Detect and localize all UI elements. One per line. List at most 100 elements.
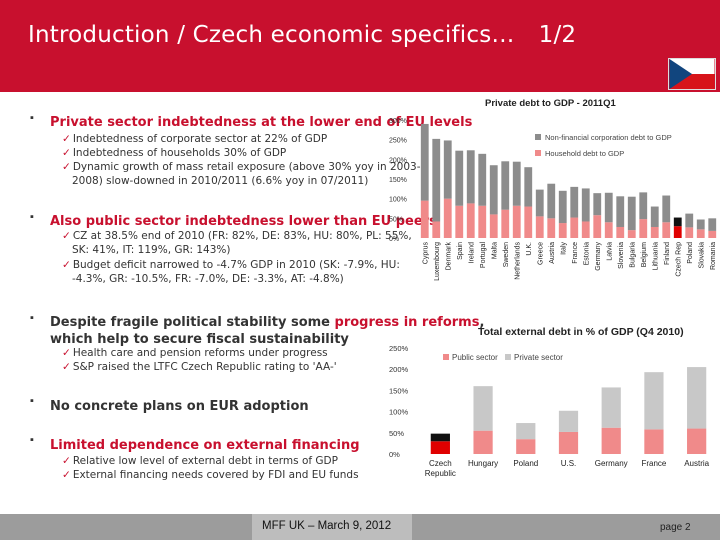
bar-household: [604, 222, 613, 238]
bar-public: [687, 428, 707, 454]
checkmark-icon: ✓: [62, 147, 71, 159]
bar-corporate: [432, 138, 441, 222]
x-tick-label: Ireland: [468, 242, 475, 264]
bar-household: [512, 205, 521, 238]
bar-household: [443, 198, 452, 238]
y-tick-label: 100%: [389, 408, 409, 417]
checkmark-icon: ✓: [62, 469, 71, 481]
y-tick-label: 150%: [389, 177, 407, 184]
bar-corporate: [708, 218, 717, 231]
x-tick-label: Slovenia: [618, 242, 625, 269]
x-tick-label: Germany: [595, 242, 602, 271]
x-tick-label: Hungary: [468, 459, 498, 468]
x-tick-label: Cyprus: [422, 242, 429, 265]
bar-household: [535, 216, 544, 238]
sub-item: ✓ Budget deficit narrowed to -4.7% GDP in…: [62, 259, 400, 271]
x-tick-label: Italy: [560, 242, 567, 255]
bullet-public-sector: Also public sector indebtedness lower th…: [50, 214, 437, 229]
bullet-marker: ▪: [30, 395, 34, 407]
footer-date: MFF UK – March 9, 2012: [262, 520, 392, 532]
bar-corporate: [593, 193, 602, 216]
bar-corporate: [501, 161, 510, 210]
x-tick-label: Poland: [687, 242, 694, 264]
bar-household: [581, 221, 590, 238]
bar-private: [430, 433, 450, 442]
bar-corporate: [478, 153, 487, 206]
x-tick-label: Bulgaria: [629, 242, 636, 268]
bullet-marker: ▪: [30, 312, 34, 324]
bar-private: [687, 367, 707, 429]
y-tick-label: 100%: [389, 197, 407, 204]
private-debt-chart: 0% 50% 100% 150% 200% 250% 300% Non-financial c…: [389, 118, 717, 281]
bar-corporate: [443, 140, 452, 199]
bar-corporate: [673, 217, 682, 227]
bar-private: [644, 372, 664, 430]
bar-household: [558, 223, 567, 238]
bar-household: [593, 215, 602, 238]
page-number: page 2: [660, 522, 691, 533]
checkmark-icon: ✓: [62, 455, 71, 467]
x-tick-label: U.S.: [561, 459, 577, 468]
legend-label: Public sector: [452, 353, 498, 362]
sub-item: ✓ Dynamic growth of mass retail exposure …: [62, 161, 421, 173]
x-tick-label: France: [641, 459, 666, 468]
bar-corporate: [455, 150, 464, 206]
chart-title-external-debt: Total external debt in % of GDP (Q4 2010…: [478, 326, 684, 338]
bar-household: [466, 203, 475, 238]
bar-corporate: [685, 213, 694, 228]
x-tick-label: Latvia: [606, 242, 613, 261]
bullet-reforms-line2: which help to secure fiscal sustainabili…: [50, 332, 349, 347]
y-tick-label: 200%: [389, 157, 407, 164]
bar-corporate: [639, 192, 648, 220]
sub-item: ✓ Relative low level of external debt in …: [62, 455, 338, 467]
x-tick-label: Slovakia: [698, 242, 705, 269]
bar-corporate: [535, 189, 544, 217]
x-tick-label: Sweden: [503, 242, 510, 267]
checkmark-icon: ✓: [62, 361, 71, 373]
x-tick-label: Luxembourg: [434, 242, 441, 281]
checkmark-icon: ✓: [62, 347, 71, 359]
legend-swatch: [535, 150, 541, 156]
sub-item: ✓ Indebtedness of corporate sector at 22%…: [62, 133, 328, 145]
bar-corporate: [547, 183, 556, 219]
bar-household: [432, 221, 441, 238]
bar-household: [673, 226, 682, 238]
bar-public: [558, 431, 579, 454]
bar-public: [430, 441, 450, 454]
x-tick-label: Estonia: [583, 242, 590, 265]
sub-item-continuation: -4.3%, GR: -10.5%, FR: -7.0%, DE: -3.3%,…: [72, 273, 344, 285]
bar-public: [601, 427, 621, 454]
bar-corporate: [616, 196, 625, 227]
bar-public: [473, 430, 493, 454]
bar-household: [627, 230, 636, 238]
legend-label: Private sector: [514, 353, 563, 362]
page-title: Introduction / Czech economic specifics……: [28, 22, 576, 48]
bullet-private-sector: Private sector indebtedness at the lower…: [50, 115, 473, 130]
bar-household: [696, 229, 705, 238]
bar-corporate: [650, 206, 659, 227]
page-title-text: Introduction / Czech economic specifics…: [28, 22, 515, 48]
x-tick-label: Lithuania: [652, 242, 659, 271]
x-tick-label: Belgium: [641, 242, 648, 267]
x-tick-label: Republic: [425, 469, 456, 478]
legend-swatch: [443, 354, 449, 360]
bar-private: [558, 410, 579, 432]
y-tick-label: 300%: [389, 118, 407, 125]
checkmark-icon: ✓: [62, 259, 71, 271]
sub-item: ✓ CZ at 38.5% end of 2010 (FR: 82%, DE: 8…: [62, 230, 412, 242]
x-tick-label: Spain: [457, 242, 464, 260]
y-tick-label: 0%: [389, 236, 399, 243]
bar-household: [478, 205, 487, 238]
x-tick-label: France: [572, 242, 579, 264]
x-tick-label: Netherlands: [514, 242, 521, 280]
bullet-eur-adoption: No concrete plans on EUR adoption: [50, 399, 309, 414]
bullet-marker: ▪: [30, 211, 34, 223]
checkmark-icon: ✓: [62, 161, 71, 173]
czech-flag-icon: [668, 58, 716, 90]
sub-item-continuation: SK: 41%, IT: 119%, GR: 143%): [72, 244, 231, 256]
legend-label: Household debt to GDP: [545, 149, 624, 158]
x-tick-label: Malta: [491, 242, 498, 259]
bar-corporate: [420, 123, 429, 201]
x-tick-label: Czech: [429, 459, 452, 468]
bar-household: [455, 205, 464, 238]
